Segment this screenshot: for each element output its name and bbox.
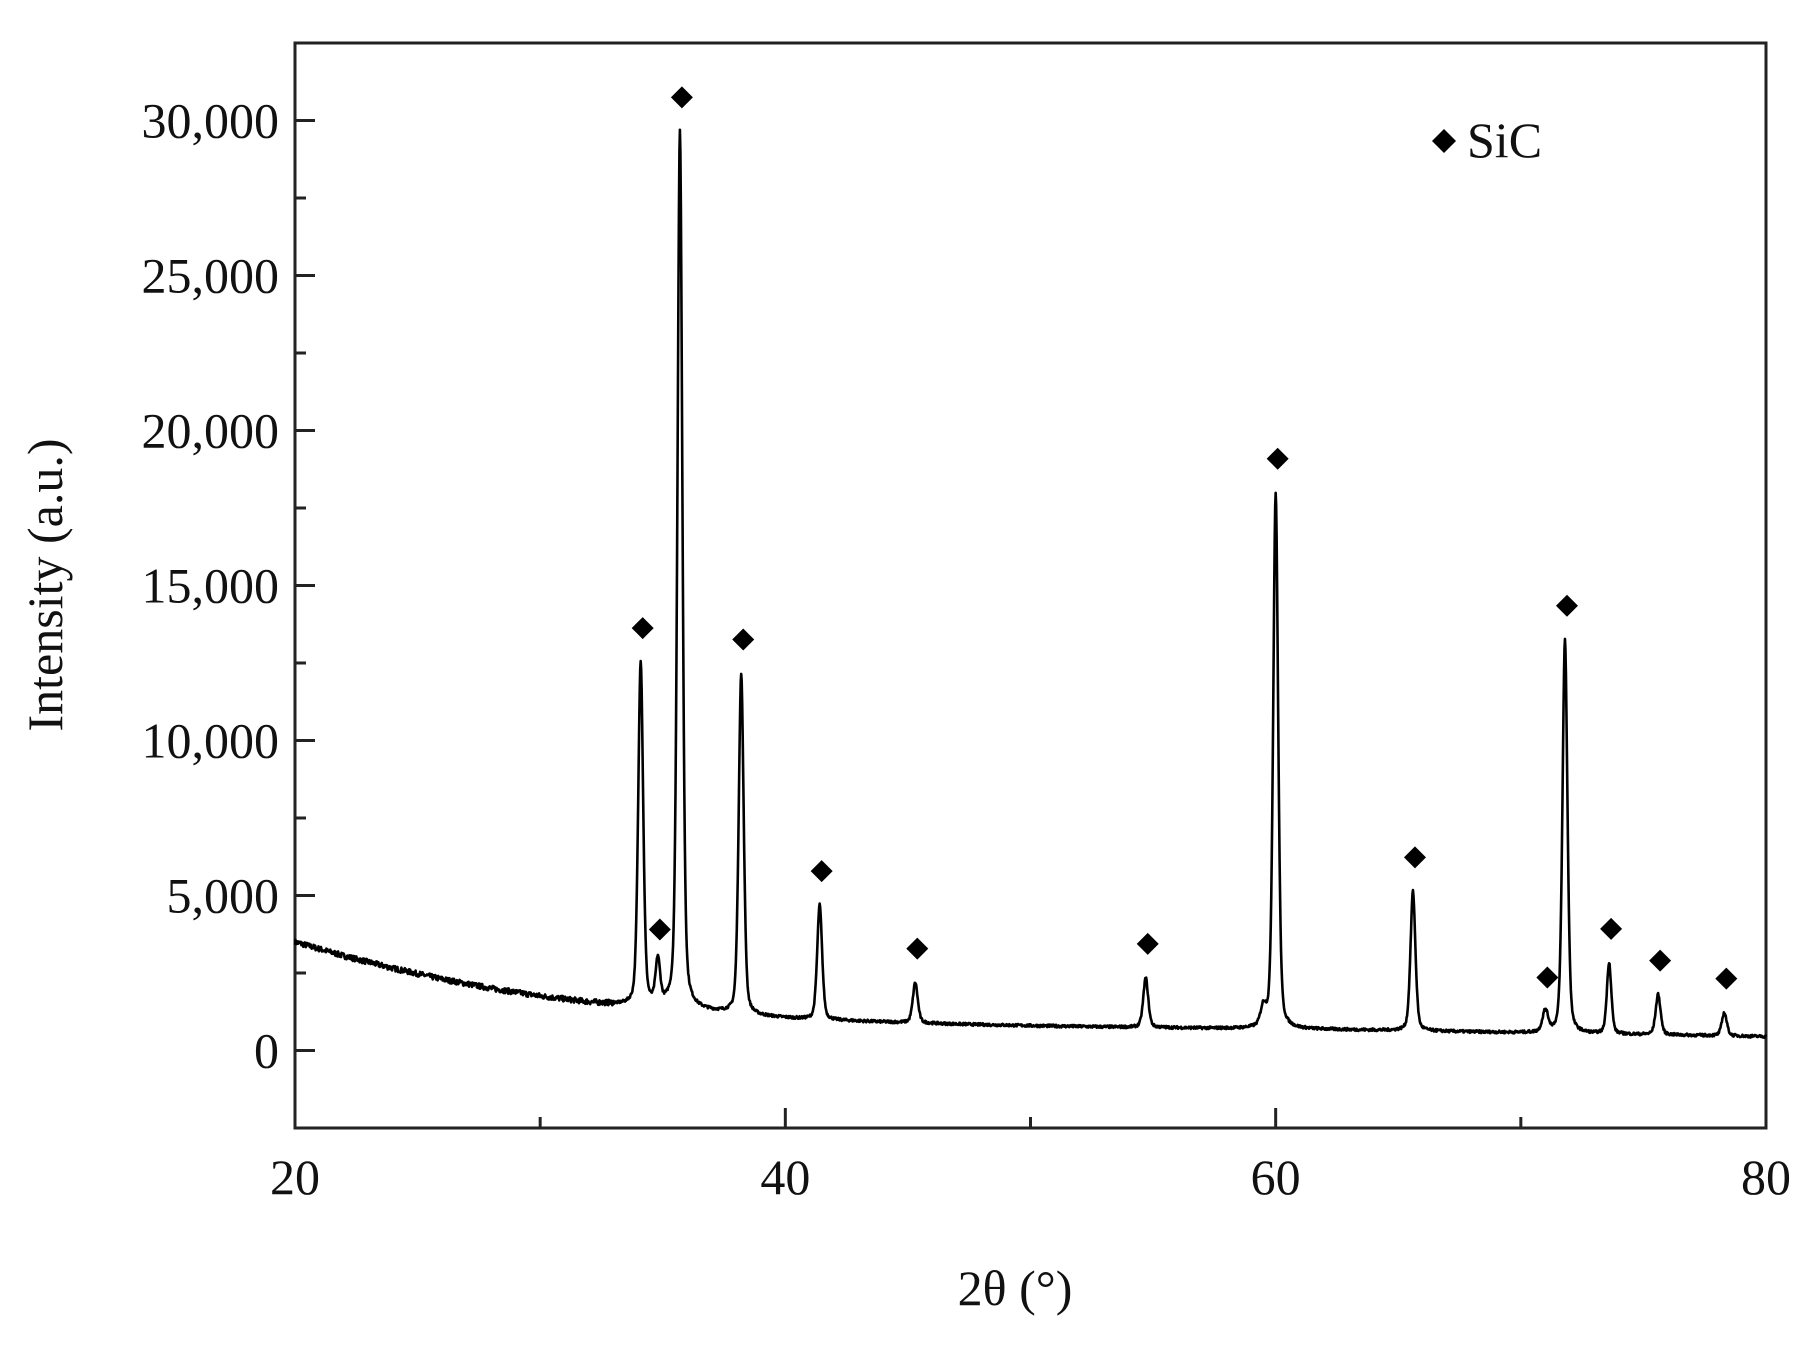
x-tick-label: 40	[760, 1149, 810, 1205]
axis-ticks	[293, 41, 1768, 1130]
sic-peak-marker-icon	[1600, 917, 1623, 940]
x-tick-label: 80	[1741, 1149, 1791, 1205]
x-axis-label: 2θ (°)	[958, 1260, 1073, 1316]
sic-peak-marker-icon	[1649, 949, 1672, 972]
y-tick-label: 30,000	[142, 93, 280, 149]
diffraction-pattern-line	[293, 128, 1768, 1040]
legend: SiC	[1432, 112, 1542, 168]
sic-peak-marker-icon	[810, 860, 833, 883]
sic-peak-marker-icon	[670, 86, 693, 109]
sic-peak-marker-icon	[732, 628, 755, 651]
peak-markers	[631, 86, 1738, 990]
x-tick-label: 20	[270, 1149, 320, 1205]
sic-peak-marker-icon	[648, 918, 671, 941]
x-tick-label: 60	[1251, 1149, 1301, 1205]
sic-peak-marker-icon	[631, 617, 654, 640]
sic-peak-marker-icon	[1136, 932, 1159, 955]
y-tick-label: 0	[254, 1023, 279, 1079]
sic-peak-marker-icon	[1536, 966, 1559, 989]
sic-peak-marker-icon	[1403, 846, 1426, 869]
y-tick-label: 5,000	[167, 868, 280, 924]
sic-peak-marker-icon	[1555, 594, 1578, 617]
y-axis-label: Intensity (a.u.)	[17, 439, 73, 732]
sic-peak-marker-icon	[1266, 447, 1289, 470]
y-tick-label: 10,000	[142, 713, 280, 769]
y-tick-label: 20,000	[142, 403, 280, 459]
sic-peak-marker-icon	[906, 937, 929, 960]
plot-area	[293, 41, 1768, 1130]
legend-label: SiC	[1467, 112, 1542, 168]
sic-peak-marker-icon	[1715, 967, 1738, 990]
legend-marker-diamond-icon	[1432, 129, 1456, 153]
y-tick-label: 25,000	[142, 248, 280, 304]
axis-tick-labels: 20 40 60 80 0 5,000 10,000 15,000 20,000 25,000 30…	[142, 93, 1792, 1206]
y-tick-label: 15,000	[142, 558, 280, 614]
